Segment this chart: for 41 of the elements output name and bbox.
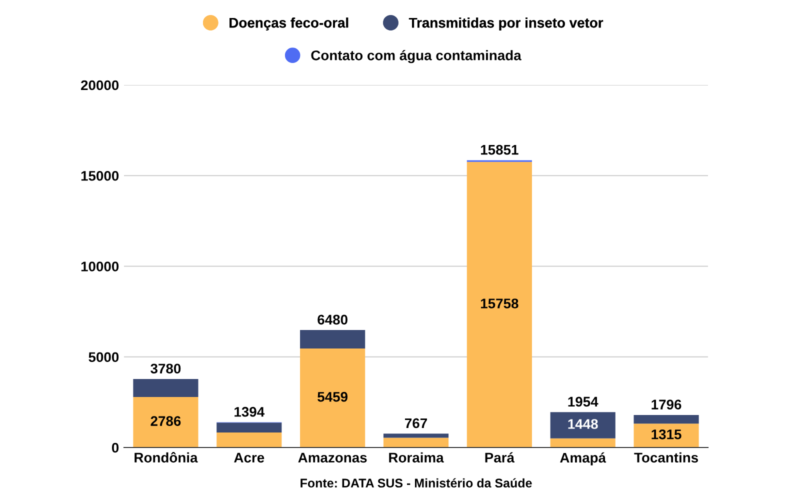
total-label: 3780: [150, 364, 181, 374]
legend-label: Doenças feco-oral: [230, 18, 348, 30]
total-label: 1954: [568, 396, 598, 407]
x-tick-label: Acre: [234, 452, 264, 463]
data-label: 5459: [318, 392, 348, 402]
bar: [216, 432, 282, 448]
y-tick-label: 15000: [81, 170, 119, 181]
bar: [550, 412, 616, 438]
x-tick-label: Roraima: [389, 452, 444, 463]
total-label: 15851: [480, 144, 518, 155]
total-label: 767: [405, 418, 427, 428]
bar: [550, 438, 616, 448]
bar: [300, 330, 366, 349]
bar: [466, 162, 532, 448]
bar: [634, 424, 699, 448]
bar: [383, 434, 449, 438]
total-label: 1796: [652, 400, 682, 410]
legend-label: Contato com água contaminada: [311, 50, 522, 64]
x-tick-label: Pará: [485, 452, 515, 463]
total-label: 6480: [318, 314, 348, 325]
source-note: Fonte: DATA SUS - Ministério da Saúde: [300, 478, 532, 488]
bar: [216, 422, 282, 432]
data-label: 15758: [480, 298, 518, 308]
data-label: 2786: [150, 416, 181, 426]
x-tick-label: Rondônia: [134, 452, 198, 463]
data-label: 1315: [652, 429, 682, 440]
bar: [133, 397, 198, 448]
legend-label: Transmitidas por inseto vetor: [408, 18, 604, 30]
y-tick-label: 20000: [81, 80, 119, 90]
bar: [383, 438, 449, 448]
x-tick-label: Tocantins: [634, 452, 698, 463]
x-tick-label: Amapá: [560, 452, 606, 466]
bar: [300, 348, 366, 448]
total-label: 1394: [234, 406, 265, 417]
x-tick-label: Amazonas: [298, 452, 367, 463]
y-tick-label: 10000: [81, 262, 119, 272]
data-label: 1448: [568, 419, 598, 429]
bar: [133, 378, 198, 398]
y-tick-label: 0: [112, 442, 119, 453]
y-tick-label: 5000: [88, 352, 119, 362]
bar: [634, 414, 699, 424]
